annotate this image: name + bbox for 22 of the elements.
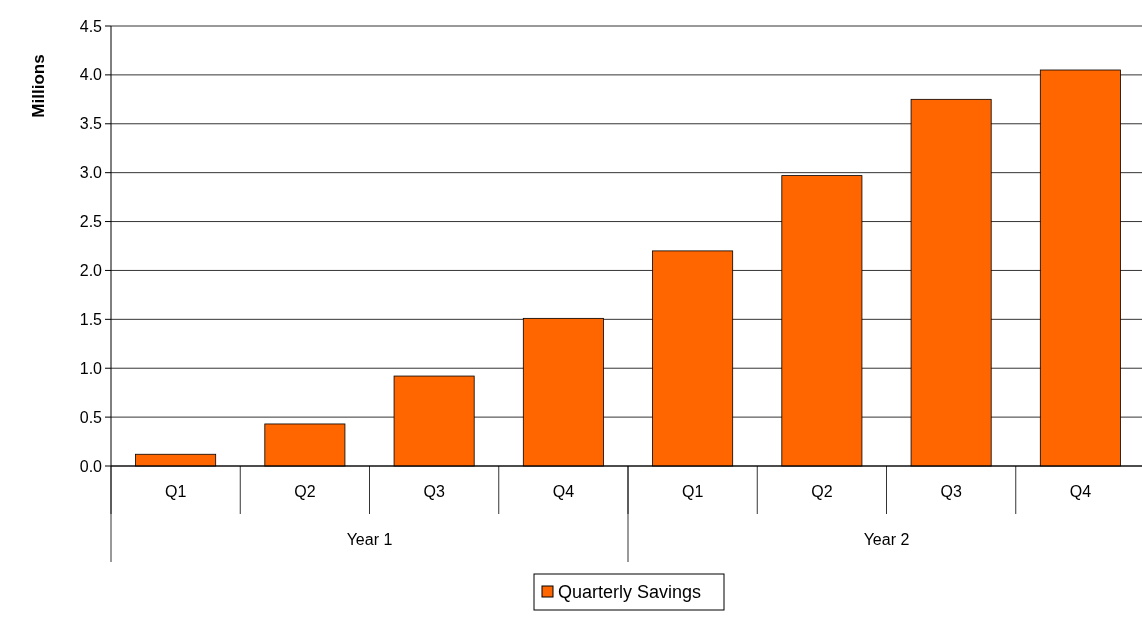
y-tick-label: 4.0: [79, 66, 103, 84]
y-tick-label: 3.0: [79, 164, 103, 182]
x-tick-label: Q2: [294, 482, 316, 500]
x-tick-label: Q3: [423, 482, 445, 500]
y-tick-label: 0.0: [79, 457, 103, 475]
x-tick-label: Q4: [552, 482, 575, 500]
text: Year 2: [863, 530, 910, 548]
legend-label: Quarterly Savings: [558, 582, 702, 603]
y-tick-label: 3.5: [79, 115, 103, 133]
x-tick-label: Q3: [940, 482, 962, 500]
x-tick-label: Q2: [811, 482, 833, 500]
x-tick-label: Q1: [164, 482, 187, 500]
y-axis-title: Millions: [29, 54, 48, 118]
y-tick-label: 1.0: [79, 359, 103, 377]
y-tick-label: 2.5: [79, 213, 103, 231]
y-tick-label: 4.5: [79, 17, 103, 35]
text: Year 1: [346, 530, 393, 548]
y-tick-label: 0.5: [79, 408, 103, 426]
x-tick-label: Q1: [681, 482, 704, 500]
y-tick-label: 1.5: [79, 310, 103, 328]
y-tick-label: 2.0: [79, 262, 103, 280]
x-tick-label: Q4: [1069, 482, 1092, 500]
